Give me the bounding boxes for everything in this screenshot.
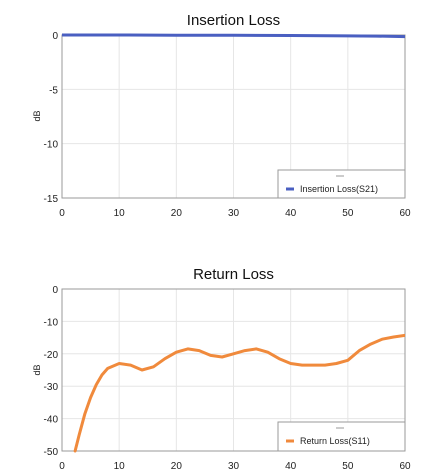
legend: Return Loss(S11) xyxy=(277,421,406,452)
x-tick-label: 0 xyxy=(59,208,65,219)
legend-box xyxy=(277,169,406,199)
legend: Insertion Loss(S21) xyxy=(277,169,406,199)
chart-2: Return Loss 0 10 20 30 40 50 60 0 -10 -20 -30 -40 -50… xyxy=(32,266,411,471)
legend-label: Return Loss(S11) xyxy=(300,436,370,446)
legend-box xyxy=(277,421,406,452)
x-tick-label: 50 xyxy=(342,461,354,471)
x-tick-label: 30 xyxy=(228,208,240,219)
x-tick-label: 40 xyxy=(285,461,297,471)
series-line xyxy=(73,333,405,453)
plot-frame xyxy=(61,288,406,452)
y-tick-label: -5 xyxy=(49,85,58,96)
y-axis-label: dB xyxy=(32,364,42,375)
y-tick-label: 0 xyxy=(52,31,58,42)
y-tick-label: -10 xyxy=(44,140,59,151)
x-tick-label: 40 xyxy=(285,208,297,219)
x-tick-label: 60 xyxy=(399,208,411,219)
y-tick-label: 0 xyxy=(52,285,58,296)
legend-label: Insertion Loss(S21) xyxy=(300,184,378,194)
y-axis-label: dB xyxy=(32,110,42,121)
y-tick-label: -10 xyxy=(44,317,59,328)
x-tick-label: 10 xyxy=(114,461,126,471)
x-tick-label: 20 xyxy=(171,461,183,471)
x-tick-label: 60 xyxy=(399,461,411,471)
series-line xyxy=(62,33,405,39)
chart-1: Insertion Loss 0 10 20 30 40 50 60 0 -5 -10 -15 dB In… xyxy=(32,12,411,219)
x-tick-label: 20 xyxy=(171,208,183,219)
x-tick-label: 0 xyxy=(59,461,65,471)
x-tick-label: 10 xyxy=(114,208,126,219)
chart-title: Insertion Loss xyxy=(187,12,280,29)
x-tick-label: 50 xyxy=(342,208,354,219)
y-tick-label: -30 xyxy=(44,382,59,393)
y-tick-label: -50 xyxy=(44,447,59,458)
y-tick-label: -15 xyxy=(44,194,59,205)
y-tick-label: -40 xyxy=(44,415,59,426)
y-tick-label: -20 xyxy=(44,350,59,361)
x-tick-label: 30 xyxy=(228,461,240,471)
chart-title: Return Loss xyxy=(193,266,274,283)
